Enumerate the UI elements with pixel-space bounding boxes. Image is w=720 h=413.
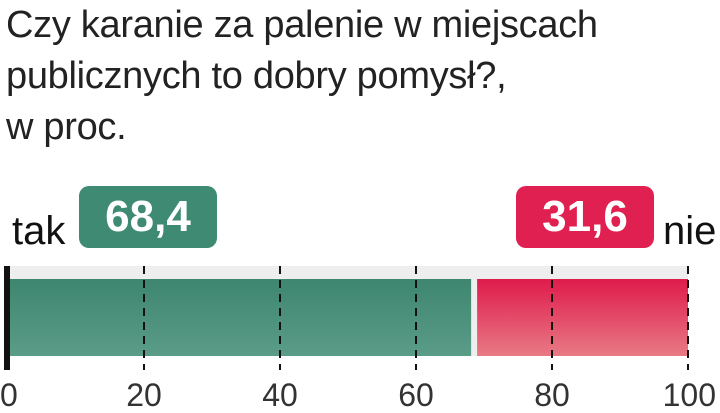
title-line-3: w proc. xyxy=(6,106,127,148)
chart-title: Czy karanie za palenie w miejscach publi… xyxy=(6,0,706,153)
tick-label-80: 80 xyxy=(534,377,570,413)
bar-segment-tak xyxy=(10,279,472,356)
tick-label-0: 0 xyxy=(0,377,18,413)
tick-label-60: 60 xyxy=(398,377,434,413)
tick-label-20: 20 xyxy=(126,377,162,413)
bar-segment-nie xyxy=(477,279,688,356)
tick-label-100: 100 xyxy=(663,377,716,413)
title-line-1: Czy karanie za palenie w miejscach xyxy=(6,4,598,46)
title-line-2: publicznych to dobry pomysł?, xyxy=(6,55,507,97)
yes-value-badge: 68,4 xyxy=(79,186,217,248)
axis-baseline xyxy=(4,266,10,370)
tick-label-40: 40 xyxy=(262,377,298,413)
no-value-badge: 31,6 xyxy=(516,186,654,248)
yes-label: tak xyxy=(12,209,66,253)
no-label: nie xyxy=(663,209,717,253)
